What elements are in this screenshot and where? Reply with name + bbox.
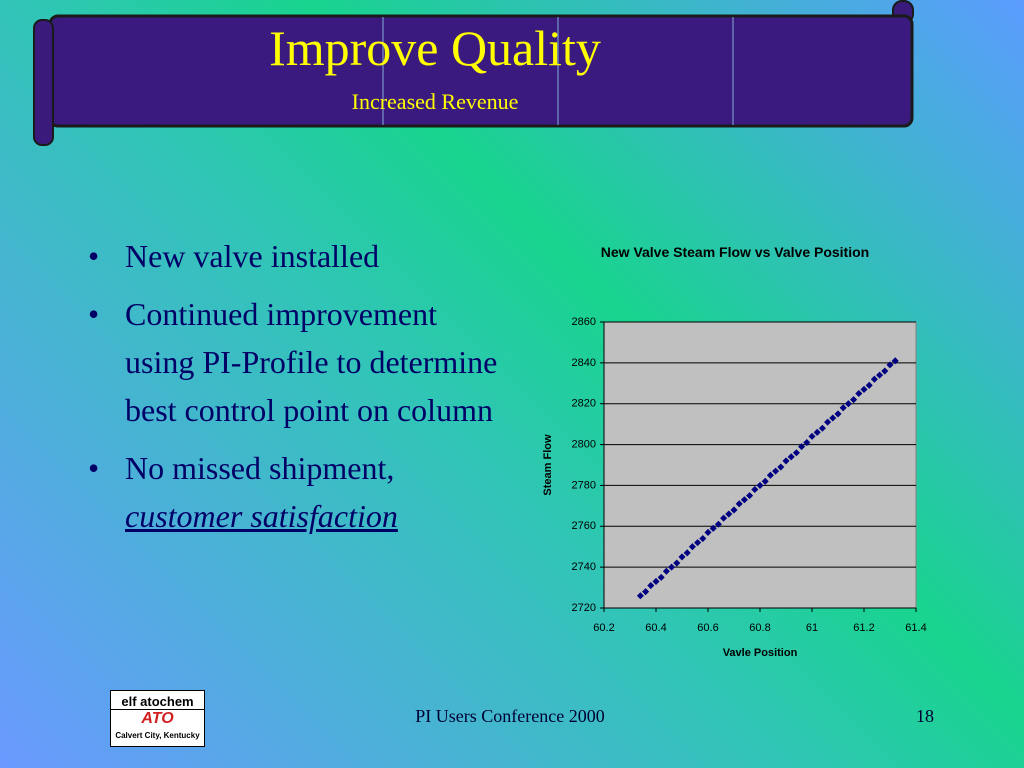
bullet-text: New valve installed — [125, 238, 380, 274]
y-tick-label: 2720 — [572, 602, 596, 614]
page-number: 18 — [916, 706, 934, 726]
x-tick-label: 60.6 — [697, 622, 718, 634]
bullet: Continued improvement using PI-Profile t… — [88, 290, 508, 434]
logo-brand: elf atochem — [111, 694, 204, 710]
point — [881, 367, 889, 375]
point — [865, 381, 873, 389]
point — [725, 510, 733, 518]
point — [652, 577, 660, 585]
point — [751, 485, 759, 494]
point — [886, 361, 894, 369]
plot-area — [603, 321, 917, 609]
point — [673, 559, 681, 567]
x-tick-label: 60.2 — [593, 622, 614, 634]
bullet: No missed shipment, customer satisfactio… — [88, 444, 508, 540]
y-tick-label: 2820 — [572, 398, 596, 410]
point — [855, 389, 863, 398]
x-tick-label: 60.4 — [645, 622, 666, 634]
point — [787, 453, 795, 461]
point — [860, 385, 868, 393]
x-axis-label: Vavle Position — [723, 647, 798, 659]
point — [803, 438, 811, 447]
chart: 2720 2740 2760 2780 2800 2820 2840 2860 60.2 60.4… — [542, 316, 927, 659]
bullet-text: Continued improvement using PI-Profile t… — [125, 296, 498, 428]
point — [782, 457, 790, 465]
bullet: New valve installed — [88, 232, 508, 280]
bullet-emphasis: customer satisfaction — [125, 498, 398, 534]
y-tick-label: 2780 — [572, 479, 596, 491]
footer-text: PI Users Conference 2000 — [415, 706, 605, 726]
slide-subtitle: Increased Revenue — [351, 89, 519, 114]
point — [756, 481, 764, 489]
x-tick-label: 60.8 — [749, 622, 770, 634]
x-tick-label: 61.2 — [853, 622, 874, 634]
point — [834, 410, 842, 418]
chart-title: New Valve Steam Flow vs Valve Position — [600, 244, 870, 260]
y-tick-label: 2860 — [572, 316, 596, 328]
point — [808, 432, 816, 440]
y-tick-label: 2840 — [572, 357, 596, 369]
bullet-text: No missed shipment, — [125, 450, 395, 486]
point — [839, 404, 847, 412]
point — [813, 428, 821, 436]
point — [777, 463, 785, 471]
bullet-list: New valve installed Continued improvemen… — [88, 232, 508, 550]
logo-location: Calvert City, Kentucky — [115, 731, 200, 740]
point — [829, 414, 837, 422]
y-tick-label: 2800 — [572, 438, 596, 450]
y-axis-label: Steam Flow — [542, 434, 554, 496]
point — [647, 581, 655, 590]
logo: elf atochem ATO Calvert City, Kentucky — [110, 690, 205, 747]
x-tick-label: 61.4 — [905, 622, 926, 634]
y-tick-label: 2760 — [572, 520, 596, 532]
banner — [33, 0, 914, 146]
y-tick-label: 2740 — [572, 561, 596, 573]
point — [704, 528, 712, 536]
x-tick-label: 61 — [806, 622, 818, 634]
slide-title: Improve Quality — [269, 20, 601, 76]
logo-mark: ATO — [141, 710, 174, 727]
point — [730, 506, 738, 514]
